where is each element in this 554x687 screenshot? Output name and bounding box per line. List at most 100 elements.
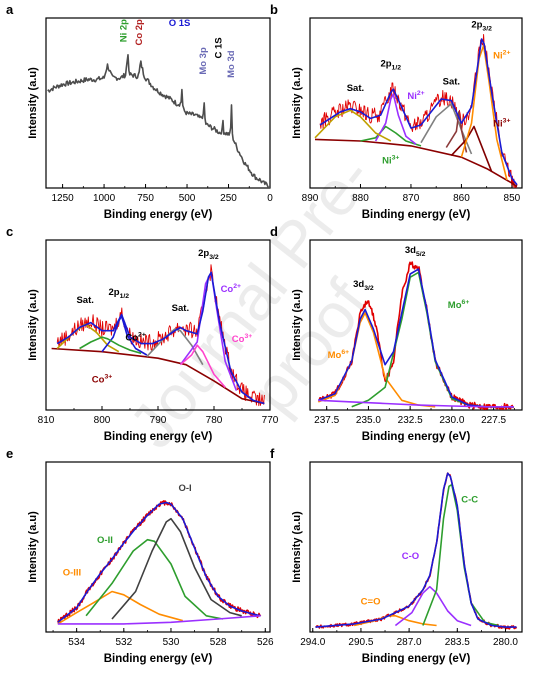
series-line-c-0 bbox=[56, 264, 265, 407]
x-tick-label: 280.0 bbox=[493, 637, 518, 648]
x-tick-label: 530 bbox=[163, 637, 180, 648]
x-tick-label: 250 bbox=[220, 193, 237, 204]
y-axis-label: Intensity (a.u) bbox=[291, 511, 303, 583]
annotation-label: 2p1/2 bbox=[380, 59, 401, 72]
plot-frame-f bbox=[309, 461, 523, 633]
panel-label-d: d bbox=[270, 224, 278, 239]
annotation-label: O 1S bbox=[169, 18, 191, 29]
panel-d: d 237.5 235.0 232.5 230.0 227.5 Binding energy… bbox=[270, 224, 523, 443]
y-axis-label: Intensity (a.u) bbox=[291, 289, 303, 361]
annotation-label: C-O bbox=[402, 551, 419, 562]
x-axis-label: Binding energy (eV) bbox=[362, 209, 471, 221]
series-line-b-7 bbox=[450, 125, 493, 173]
series-line-e-5 bbox=[57, 615, 261, 625]
series-line-c-7 bbox=[79, 336, 142, 355]
panel-e: e 534 532 530 528 526 Binding energy (eV) Inten… bbox=[6, 446, 274, 665]
annotation-label: 2p3/2 bbox=[471, 20, 492, 33]
x-tick-label: 294.0 bbox=[300, 637, 325, 648]
x-tick-label: 1000 bbox=[93, 193, 116, 204]
annotation-label: Mo 3p bbox=[198, 47, 209, 75]
plot-frame-a bbox=[45, 17, 271, 189]
series-line-f-2 bbox=[394, 585, 472, 627]
annotation-label: Mo 3d bbox=[226, 50, 237, 78]
x-tick-label: 860 bbox=[453, 193, 470, 204]
x-tick-label: 532 bbox=[115, 637, 132, 648]
x-axis-label: Binding energy (eV) bbox=[104, 653, 213, 665]
x-tick-label: 810 bbox=[38, 415, 55, 426]
series-line-e-4 bbox=[57, 501, 261, 623]
series-line-b-2 bbox=[360, 125, 422, 147]
annotation-label: Ni2+ bbox=[407, 90, 424, 102]
y-axis-label: Intensity (a.u) bbox=[27, 511, 39, 583]
series-line-e-2 bbox=[85, 538, 223, 620]
x-axis-label: Binding energy (eV) bbox=[362, 653, 471, 665]
annotation-label: C 1S bbox=[214, 37, 225, 58]
series-line-b-1 bbox=[314, 138, 518, 188]
annotation-label: O-II bbox=[97, 535, 113, 546]
x-tick-label: 770 bbox=[262, 415, 279, 426]
series-line-b-6 bbox=[445, 111, 468, 153]
x-tick-label: 227.5 bbox=[481, 415, 506, 426]
x-axis-label: Binding energy (eV) bbox=[362, 431, 471, 443]
x-tick-label: 500 bbox=[179, 193, 196, 204]
panel-c: c 810 800 790 780 770 Binding energy (eV) Inten… bbox=[6, 224, 279, 443]
annotation-label: Sat. bbox=[347, 83, 364, 94]
x-axis-label: Binding energy (eV) bbox=[104, 431, 213, 443]
annotation-label: Sat. bbox=[443, 76, 460, 87]
series-line-e-0 bbox=[57, 500, 262, 623]
x-tick-label: 232.5 bbox=[398, 415, 423, 426]
annotation-label: Co2+ bbox=[125, 331, 145, 343]
annotation-label: Ni2+ bbox=[493, 49, 510, 61]
annotation-label: C-C bbox=[461, 494, 478, 505]
x-tick-label: 528 bbox=[210, 637, 227, 648]
annotation-label: 3d3/2 bbox=[353, 279, 374, 292]
annotation-label: Co2+ bbox=[221, 283, 241, 295]
x-tick-label: 534 bbox=[68, 637, 85, 648]
series-line-e-3 bbox=[111, 517, 242, 620]
panel-label-c: c bbox=[6, 224, 13, 239]
annotation-label: 2p1/2 bbox=[109, 287, 130, 300]
x-tick-label: 0 bbox=[267, 193, 273, 204]
annotation-label: Co3+ bbox=[92, 373, 112, 385]
series-line-b-4 bbox=[314, 109, 392, 142]
panel-label-f: f bbox=[270, 446, 275, 461]
panel-label-e: e bbox=[6, 446, 13, 461]
panel-label-b: b bbox=[270, 2, 278, 17]
series-line-c-6 bbox=[179, 344, 226, 388]
annotation-label: 3d5/2 bbox=[405, 245, 426, 258]
annotation-label: O-III bbox=[63, 567, 81, 578]
x-tick-label: 870 bbox=[403, 193, 420, 204]
x-tick-label: 235.0 bbox=[356, 415, 381, 426]
series-line-b-5 bbox=[420, 103, 473, 155]
x-tick-label: 287.0 bbox=[397, 637, 422, 648]
y-axis-label: Intensity (a.u) bbox=[27, 67, 39, 139]
x-tick-label: 230.0 bbox=[439, 415, 464, 426]
annotation-label: 2p3/2 bbox=[198, 248, 219, 261]
annotation-label: Ni3+ bbox=[493, 117, 510, 129]
series-line-f-4 bbox=[315, 472, 517, 628]
y-axis-label: Intensity (a.u) bbox=[291, 67, 303, 139]
y-axis-label: Intensity (a.u) bbox=[27, 289, 39, 361]
annotation-label: Co3+ bbox=[232, 333, 252, 345]
x-tick-label: 800 bbox=[94, 415, 111, 426]
annotation-label: C=O bbox=[361, 596, 381, 607]
panel-label-a: a bbox=[6, 2, 14, 17]
series-line-a-0 bbox=[47, 54, 270, 188]
annotation-label: Mo6+ bbox=[448, 299, 470, 311]
plot-frame-d bbox=[309, 239, 523, 411]
panel-f: f 294.0 290.5 287.0 283.5 280.0 Binding energy… bbox=[270, 446, 523, 665]
annotation-label: Sat. bbox=[172, 303, 189, 314]
x-tick-label: 283.5 bbox=[445, 637, 470, 648]
x-tick-label: 880 bbox=[352, 193, 369, 204]
series-line-f-3 bbox=[422, 483, 499, 627]
series-line-d-3 bbox=[318, 268, 514, 408]
plot-frame-e bbox=[45, 461, 271, 633]
x-tick-label: 890 bbox=[302, 193, 319, 204]
x-tick-label: 750 bbox=[137, 193, 154, 204]
x-tick-label: 780 bbox=[206, 415, 223, 426]
annotation-label: Mo6+ bbox=[328, 349, 350, 361]
panel-a: a 1250 1000 750 500 250 0 Binding energy (eV) In… bbox=[6, 2, 273, 221]
series-line-d-0 bbox=[317, 261, 515, 410]
annotation-label: Sat. bbox=[76, 295, 93, 306]
